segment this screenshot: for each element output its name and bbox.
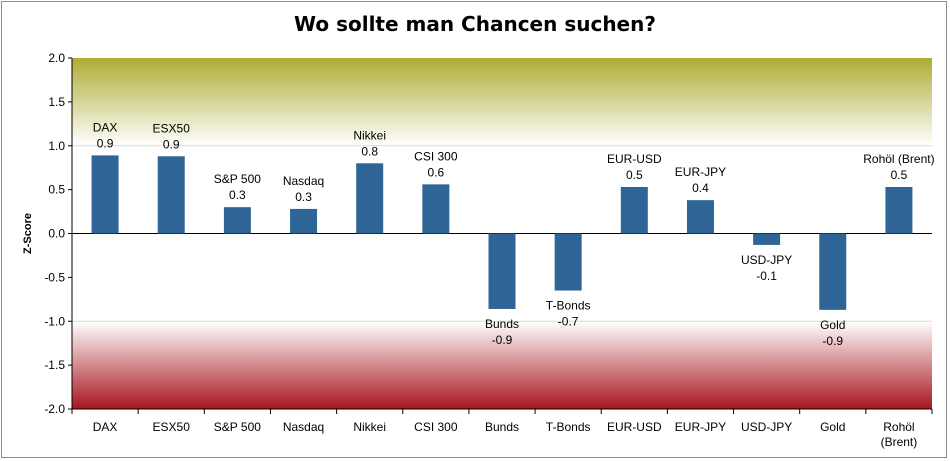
data-label-value: -0.9 <box>492 333 513 347</box>
data-label-value: -0.7 <box>558 315 579 329</box>
data-label-value: 0.5 <box>891 168 908 182</box>
axes: 2.0 1.5 1.0 0.5 0.0 -0.5 -1.0 -1.5 -2.0 Z-Score <box>22 51 933 416</box>
x-tick-label: S&P 500 <box>214 420 261 434</box>
data-label-category: Gold <box>820 318 845 332</box>
bar <box>157 156 185 234</box>
y-tick-label: 0.0 <box>48 227 65 241</box>
x-tick-label: Bunds <box>485 420 519 434</box>
data-label-value: 0.9 <box>97 136 114 150</box>
category-labels: DAX ESX50 S&P 500 Nasdaq Nikkei CSI 300 Bunds T… <box>93 420 918 449</box>
data-label-category: EUR-USD <box>607 152 662 166</box>
data-label-category: USD-JPY <box>741 253 792 267</box>
y-tick-label: -1.0 <box>44 314 65 328</box>
bar <box>753 233 781 245</box>
bar <box>223 207 251 234</box>
x-tick-label: Rohöl <box>883 420 914 434</box>
y-axis-title: Z-Score <box>22 213 34 254</box>
y-tick-label: 0.5 <box>48 183 65 197</box>
data-label-value: 0.3 <box>295 190 312 204</box>
data-label-value: 0.3 <box>229 188 246 202</box>
data-label-category: Bunds <box>485 317 519 331</box>
bar <box>488 233 516 309</box>
x-tick-label: Nasdaq <box>283 420 324 434</box>
y-tick-label: 1.0 <box>48 139 65 153</box>
x-tick-label: T-Bonds <box>546 420 591 434</box>
chart-title: Wo sollte man Chancen suchen? <box>294 12 656 36</box>
bar <box>422 184 450 234</box>
data-label-category: CSI 300 <box>414 149 458 163</box>
x-tick-label: EUR-USD <box>607 420 662 434</box>
data-label-value: -0.1 <box>756 269 777 283</box>
bars <box>91 155 913 310</box>
bar <box>819 233 847 310</box>
data-label-value: 0.4 <box>692 181 709 195</box>
data-label-category: T-Bonds <box>546 299 591 313</box>
data-label-category: Rohöl (Brent) <box>863 152 934 166</box>
x-tick-label: USD-JPY <box>741 420 792 434</box>
upper-band <box>72 58 932 146</box>
x-tick-label: ESX50 <box>153 420 191 434</box>
data-label-category: DAX <box>93 120 118 134</box>
y-tick-label: -1.5 <box>44 358 65 372</box>
data-label-category: ESX50 <box>153 121 191 135</box>
data-label-value: -0.9 <box>822 334 843 348</box>
data-labels: DAX 0.9 ESX50 0.9 S&P 500 0.3 Nasdaq 0.3 Nikkei 0… <box>93 120 935 347</box>
data-label-category: Nasdaq <box>283 174 324 188</box>
y-tick-label: -2.0 <box>44 402 65 416</box>
x-tick-label: CSI 300 <box>414 420 458 434</box>
y-tick-label: 1.5 <box>48 95 65 109</box>
x-tick-label: Nikkei <box>353 420 386 434</box>
x-tick-label: (Brent) <box>881 435 918 449</box>
x-tick-label: DAX <box>93 420 118 434</box>
data-label-category: Nikkei <box>353 128 386 142</box>
data-label-category: S&P 500 <box>214 172 261 186</box>
x-tick-label: EUR-JPY <box>675 420 726 434</box>
data-label-value: 0.9 <box>163 137 180 151</box>
bar <box>554 233 582 291</box>
data-label-value: 0.6 <box>428 165 445 179</box>
bar <box>290 208 318 234</box>
zone-bands <box>72 58 932 409</box>
bar <box>620 186 648 234</box>
data-label-value: 0.8 <box>361 144 378 158</box>
bar <box>686 200 714 234</box>
x-tick-label: Gold <box>820 420 845 434</box>
bar <box>356 163 384 234</box>
lower-band <box>72 321 932 409</box>
bar <box>91 155 119 234</box>
y-tick-label: 2.0 <box>48 51 65 65</box>
data-label-value: 0.5 <box>626 168 643 182</box>
data-label-category: EUR-JPY <box>675 165 726 179</box>
y-tick-label: -0.5 <box>44 270 65 284</box>
bar <box>885 186 913 234</box>
